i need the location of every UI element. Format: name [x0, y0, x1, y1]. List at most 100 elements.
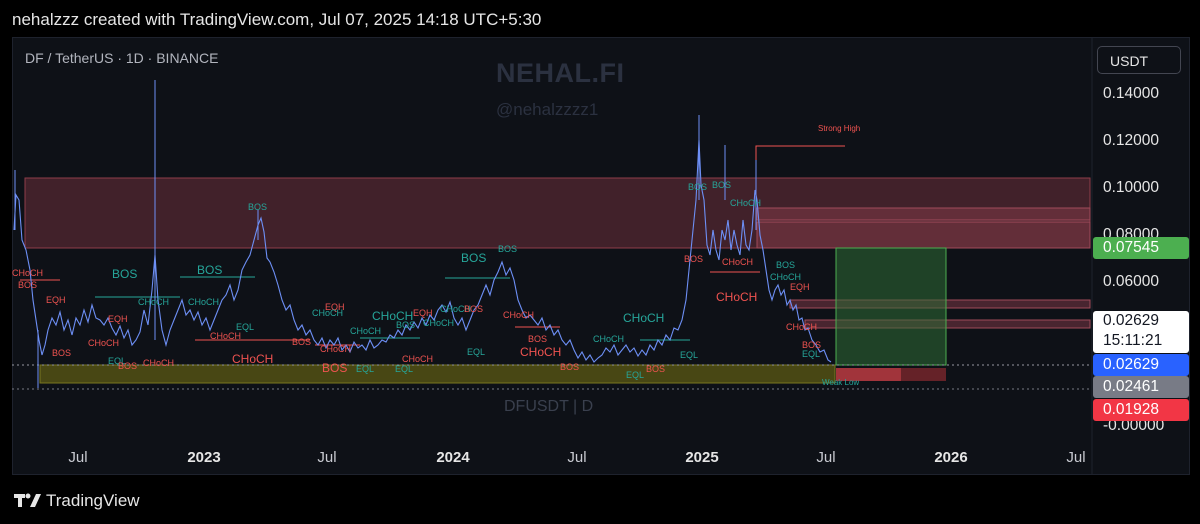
structure-label: CHoCH: [423, 318, 454, 328]
structure-label: EQL: [467, 347, 485, 357]
structure-label: BOS: [684, 254, 703, 264]
top-caption-bar: nehalzzz created with TradingView.com, J…: [0, 0, 1200, 40]
structure-label: EQH: [46, 295, 66, 305]
take-profit-area: [835, 247, 947, 366]
structure-label: CHoCH: [350, 326, 381, 336]
stop-price-label: 0.01928: [1093, 399, 1189, 421]
symbol-title[interactable]: DF / TetherUS · 1D · BINANCE: [25, 50, 219, 66]
structure-label: BOS: [18, 280, 37, 290]
structure-label: CHoCH: [623, 311, 664, 325]
structure-label: BOS: [461, 251, 486, 265]
y-tick-label: 0.14000: [1103, 85, 1160, 102]
structure-label: EQL: [108, 356, 126, 366]
x-tick-label: Jul: [1066, 449, 1086, 466]
structure-label: CHoCH: [520, 345, 561, 359]
currency-selector[interactable]: USDT: [1097, 46, 1181, 74]
price-series-line: [13, 139, 832, 363]
structure-label: EQH: [108, 314, 128, 324]
structure-label: CHoCH: [188, 297, 219, 307]
structure-label: BOS: [292, 337, 311, 347]
y-tick-label: 0.12000: [1103, 132, 1160, 149]
current-price-label: 0.02629: [1093, 354, 1189, 376]
structure-label: CHoCH: [716, 290, 757, 304]
structure-label: EQL: [356, 364, 374, 374]
x-tick-label: Jul: [567, 449, 587, 466]
chart-panel[interactable]: [12, 37, 1190, 475]
structure-label: CHoCH: [770, 272, 801, 282]
structure-label: CHoCH: [138, 297, 169, 307]
structure-label: EQL: [802, 349, 820, 359]
x-tick-label: 2024: [436, 449, 470, 466]
structure-label: BOS: [396, 320, 415, 330]
structure-label: BOS: [197, 263, 222, 277]
structure-label: CHoCH: [88, 338, 119, 348]
x-tick-label: Jul: [68, 449, 88, 466]
structure-label: CHoCH: [232, 352, 273, 366]
structure-label: CHoCH: [372, 309, 413, 323]
watermark-ticker: DFUSDT | D: [504, 398, 594, 415]
weak-low-label: Weak Low: [822, 378, 859, 387]
structure-label: CHoCH: [12, 268, 43, 278]
structure-label: BOS: [646, 364, 665, 374]
price-wicks: [14, 80, 757, 388]
y-tick-label: 0.10000: [1103, 179, 1160, 196]
structure-label: CHoCH: [402, 354, 433, 364]
structure-label: EQH: [413, 308, 433, 318]
structure-label: BOS: [464, 304, 483, 314]
supply-zone-lowest: [804, 319, 1091, 329]
x-tick-label: 2023: [187, 449, 221, 466]
structure-label: CHoCH: [143, 358, 174, 368]
x-tick-label: 2025: [685, 449, 719, 466]
structure-label: BOS: [560, 362, 579, 372]
x-tick-label: Jul: [317, 449, 337, 466]
structure-label: BOS: [498, 244, 517, 254]
structure-label: BOS: [528, 334, 547, 344]
supply-zone-mid: [756, 221, 1091, 249]
structure-labels: CHoCH BOS EQH BOS BOS BOS CHoCH CHoCH EQ…: [12, 180, 821, 380]
stop-loss-area-strong: [836, 368, 901, 381]
watermark-title: NEHAL.FI: [496, 58, 625, 88]
structure-label: BOS: [712, 180, 731, 190]
last-price-value: 0.02629: [1103, 312, 1160, 329]
tradingview-logo-icon: [14, 493, 41, 507]
snapshot-caption: nehalzzz created with TradingView.com, J…: [12, 10, 542, 29]
tradingview-brand: TradingView: [46, 491, 140, 510]
structure-label: BOS: [118, 361, 137, 371]
x-tick-label: Jul: [816, 449, 836, 466]
structure-label: CHoCH: [210, 331, 241, 341]
y-tick-label: 0.06000: [1103, 273, 1160, 290]
structure-label: CHoCH: [503, 310, 534, 320]
strong-high-label: Strong High: [818, 124, 860, 133]
structure-label: CHoCH: [730, 198, 761, 208]
structure-label: EQL: [680, 350, 698, 360]
entry-price-label: 0.02461: [1093, 376, 1189, 398]
structure-label: BOS: [776, 260, 795, 270]
x-tick-label: 2026: [934, 449, 968, 466]
structure-label: BOS: [112, 267, 137, 281]
target-price-label: 0.07545: [1093, 237, 1189, 259]
last-price-label: 0.02629 15:11:21: [1093, 311, 1189, 353]
structure-label: CHoCH: [320, 344, 351, 354]
structure-label: BOS: [248, 202, 267, 212]
structure-label: EQL: [395, 364, 413, 374]
structure-label: EQH: [325, 302, 345, 312]
watermark-handle: @nehalzzzz1: [496, 100, 599, 119]
structure-label: EQL: [626, 370, 644, 380]
structure-label: BOS: [688, 182, 707, 192]
footer-bar: TradingView: [0, 480, 1200, 524]
structure-lines: [20, 271, 760, 346]
structure-label: EQH: [790, 282, 810, 292]
structure-label: CHoCH: [312, 308, 343, 318]
supply-zone-upper: [756, 207, 1091, 221]
structure-label: EQL: [236, 322, 254, 332]
structure-label: BOS: [802, 340, 821, 350]
structure-label: CHoCH: [593, 334, 624, 344]
structure-label: CHoCH: [440, 304, 471, 314]
structure-label: CHoCH: [786, 322, 817, 332]
structure-label: BOS: [52, 348, 71, 358]
bar-countdown: 15:11:21: [1103, 332, 1163, 349]
y-tick-label: -0.00000: [1103, 417, 1165, 434]
structure-label: BOS: [322, 361, 347, 375]
structure-label: CHoCH: [722, 257, 753, 267]
